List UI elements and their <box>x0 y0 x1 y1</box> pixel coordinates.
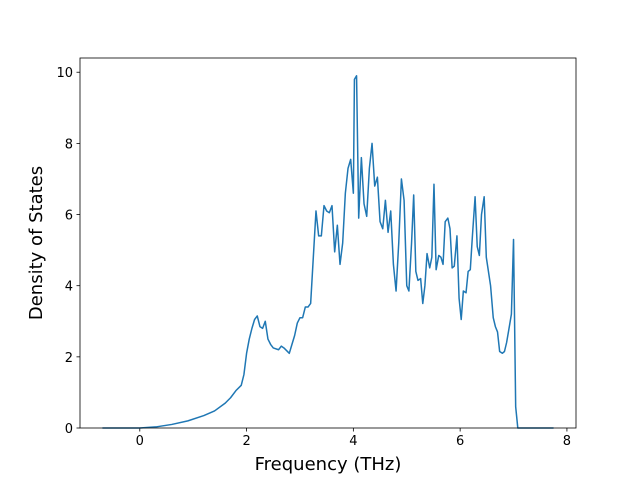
x-tick-label: 8 <box>563 434 571 449</box>
y-tick-label: 4 <box>65 280 73 295</box>
y-tick-label: 10 <box>56 66 73 81</box>
x-tick-label: 4 <box>349 434 357 449</box>
y-tick-label: 2 <box>65 351 73 366</box>
line <box>102 75 554 429</box>
y-axis-label: Density of States <box>26 166 47 320</box>
x-tick-label: 2 <box>242 434 250 449</box>
y-tick-label: 6 <box>65 209 73 224</box>
y-tick-label: 8 <box>65 137 73 152</box>
y-tick-label: 0 <box>65 422 73 437</box>
plot-frame <box>79 57 577 429</box>
x-axis-label: Frequency (THz) <box>255 454 402 475</box>
x-tick-label: 6 <box>456 434 464 449</box>
x-tick-label: 0 <box>136 434 144 449</box>
